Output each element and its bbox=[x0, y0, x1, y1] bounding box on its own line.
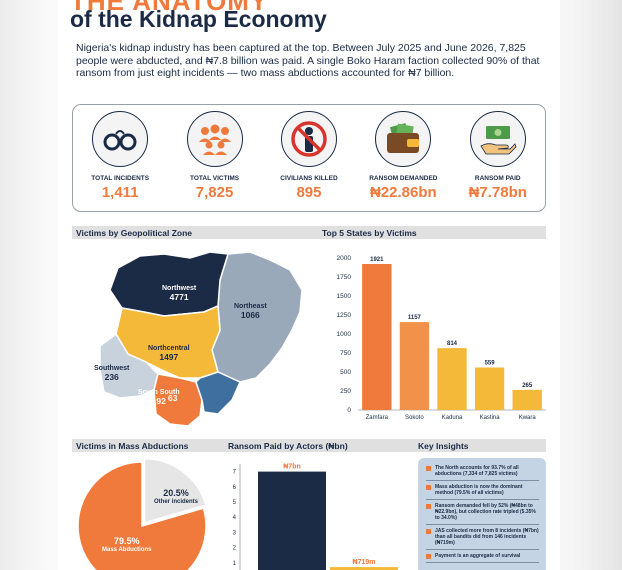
page-title: of the Kidnap Economy bbox=[70, 6, 327, 32]
y-tick-label: 250 bbox=[340, 388, 351, 395]
map-label-northwest: Northwest 4771 bbox=[162, 285, 197, 302]
intro-paragraph: Nigeria's kidnap industry has been captu… bbox=[76, 42, 540, 79]
stat-label: RANSOM DEMANDED bbox=[369, 175, 438, 182]
y-tick-label: 3 bbox=[233, 530, 237, 536]
map-label-southsouth: South South 192 bbox=[138, 389, 180, 406]
insight-item: Mass abduction is now the dominant metho… bbox=[426, 484, 539, 500]
map-label-southeast: 63 bbox=[168, 393, 178, 403]
stat-total-incidents: TOTAL INCIDENTS 1,411 bbox=[75, 111, 165, 211]
data-label: 265 bbox=[522, 383, 533, 389]
pie-label-mass: 79.5% Mass Abductions bbox=[102, 536, 152, 553]
insight-item: The North accounts for 93.7% of all abdu… bbox=[426, 465, 539, 481]
map-label-northeast: Northeast 1066 bbox=[234, 303, 267, 320]
y-tick-label: 2000 bbox=[337, 255, 352, 262]
stat-value: 7,825 bbox=[195, 184, 234, 201]
map-label-southwest: Southwest 236 bbox=[94, 365, 130, 382]
ransom-by-actors-bar-chart: 1 2 3 4 5 6 7 ₦7bn ₦719m bbox=[233, 464, 398, 570]
section-title-ransom: Ransom Paid by Actors (₦bn) bbox=[228, 441, 348, 451]
map-label-northcentral: Northcentral 1497 bbox=[148, 345, 190, 362]
bar bbox=[362, 264, 392, 410]
y-tick-label: 2 bbox=[233, 546, 237, 552]
data-label: ₦7bn bbox=[283, 464, 301, 471]
insight-item: Ransom demanded fell by 52% (₦48bn to ₦2… bbox=[426, 503, 539, 525]
stat-total-victims: TOTAL VICTIMS 7,825 bbox=[170, 111, 260, 211]
pie-slice bbox=[77, 461, 207, 570]
insight-item: Payment is an aggregate of survival bbox=[426, 553, 539, 563]
wallet-icon bbox=[375, 111, 432, 167]
nigeria-zone-map bbox=[100, 251, 303, 427]
data-label: 1157 bbox=[408, 315, 422, 321]
y-tick-label: 1750 bbox=[337, 274, 352, 281]
stat-civilians-killed: CIVILIANS KILLED 895 bbox=[264, 111, 354, 211]
y-tick-label: 7 bbox=[233, 470, 237, 476]
cash-hand-icon bbox=[469, 111, 526, 167]
top-states-bar-chart: 0 250 500 750 1000 1250 1500 1750 2000 1921 Zamfar… bbox=[337, 255, 546, 421]
square-bullet-icon bbox=[426, 528, 431, 534]
x-tick-label: Kastina bbox=[480, 415, 501, 421]
x-tick-label: Kwara bbox=[519, 415, 537, 421]
stat-label: RANSOM PAID bbox=[474, 175, 521, 182]
y-tick-label: 1500 bbox=[337, 293, 352, 300]
stat-value: 895 bbox=[296, 184, 322, 201]
y-tick-label: 500 bbox=[340, 369, 351, 376]
stat-value: 1,411 bbox=[101, 184, 139, 201]
stat-label: TOTAL VICTIMS bbox=[190, 175, 240, 182]
stats-panel: TOTAL INCIDENTS 1,411 TOTAL VICTIMS bbox=[72, 104, 546, 212]
mass-abductions-pie-chart bbox=[77, 458, 207, 570]
section-bar bbox=[72, 226, 546, 239]
bar bbox=[399, 322, 430, 410]
bar bbox=[512, 389, 542, 410]
y-tick-label: 4 bbox=[233, 515, 237, 521]
pie-label-other: 20.5% Other incidents bbox=[154, 488, 199, 505]
bar bbox=[474, 367, 505, 410]
y-tick-label: 750 bbox=[340, 350, 351, 357]
bar bbox=[330, 567, 398, 570]
square-bullet-icon bbox=[426, 503, 431, 509]
data-label: 814 bbox=[447, 341, 458, 347]
data-label: 559 bbox=[485, 361, 496, 367]
section-bar bbox=[72, 439, 546, 452]
stat-label: TOTAL INCIDENTS bbox=[91, 175, 150, 182]
square-bullet-icon bbox=[426, 553, 431, 559]
section-title-zone: Victims by Geopolitical Zone bbox=[76, 228, 193, 238]
title-top: THE ANATOMY bbox=[70, 0, 269, 16]
x-tick-label: Zamfara bbox=[366, 415, 389, 421]
square-bullet-icon bbox=[426, 484, 431, 490]
stat-ransom-demanded: RANSOM DEMANDED ₦22.86bn bbox=[358, 111, 448, 211]
y-tick-label: 6 bbox=[233, 485, 237, 491]
stat-value: ₦22.86bn bbox=[370, 184, 437, 201]
stat-label: CIVILIANS KILLED bbox=[280, 175, 338, 182]
bar bbox=[258, 471, 326, 570]
key-insights-panel: The North accounts for 93.7% of all abdu… bbox=[418, 458, 546, 570]
pie-slice bbox=[143, 458, 207, 524]
y-tick-label: 1 bbox=[233, 561, 237, 567]
x-tick-label: Kaduna bbox=[442, 415, 463, 421]
stat-value: ₦7.78bn bbox=[468, 184, 527, 201]
map-zone-southeast bbox=[195, 371, 241, 415]
map-zone-southsouth bbox=[153, 373, 203, 427]
square-bullet-icon bbox=[426, 465, 431, 471]
y-tick-label: 5 bbox=[233, 500, 237, 506]
section-title-states: Top 5 States by Victims bbox=[322, 228, 417, 238]
y-tick-label: 1250 bbox=[337, 312, 352, 319]
people-group-icon bbox=[186, 111, 243, 167]
y-tick-label: 1000 bbox=[337, 331, 352, 338]
x-tick-label: Sokoto bbox=[405, 415, 424, 421]
handcuffs-icon bbox=[92, 111, 149, 167]
data-label: 1921 bbox=[370, 257, 384, 263]
section-title-insights: Key Insights bbox=[418, 441, 469, 451]
insight-item: JAS collected more from 8 incidents (₦7b… bbox=[426, 528, 539, 550]
bar bbox=[437, 348, 467, 410]
stat-ransom-paid: RANSOM PAID ₦7.78bn bbox=[453, 111, 543, 211]
infographic-sheet: THE ANATOMY of the Kidnap Economy Nigeri… bbox=[58, 0, 560, 570]
no-person-icon bbox=[280, 111, 337, 167]
data-label: ₦719m bbox=[353, 559, 376, 566]
y-tick-label: 0 bbox=[347, 407, 351, 414]
section-title-mass: Victims in Mass Abductions bbox=[76, 441, 189, 451]
